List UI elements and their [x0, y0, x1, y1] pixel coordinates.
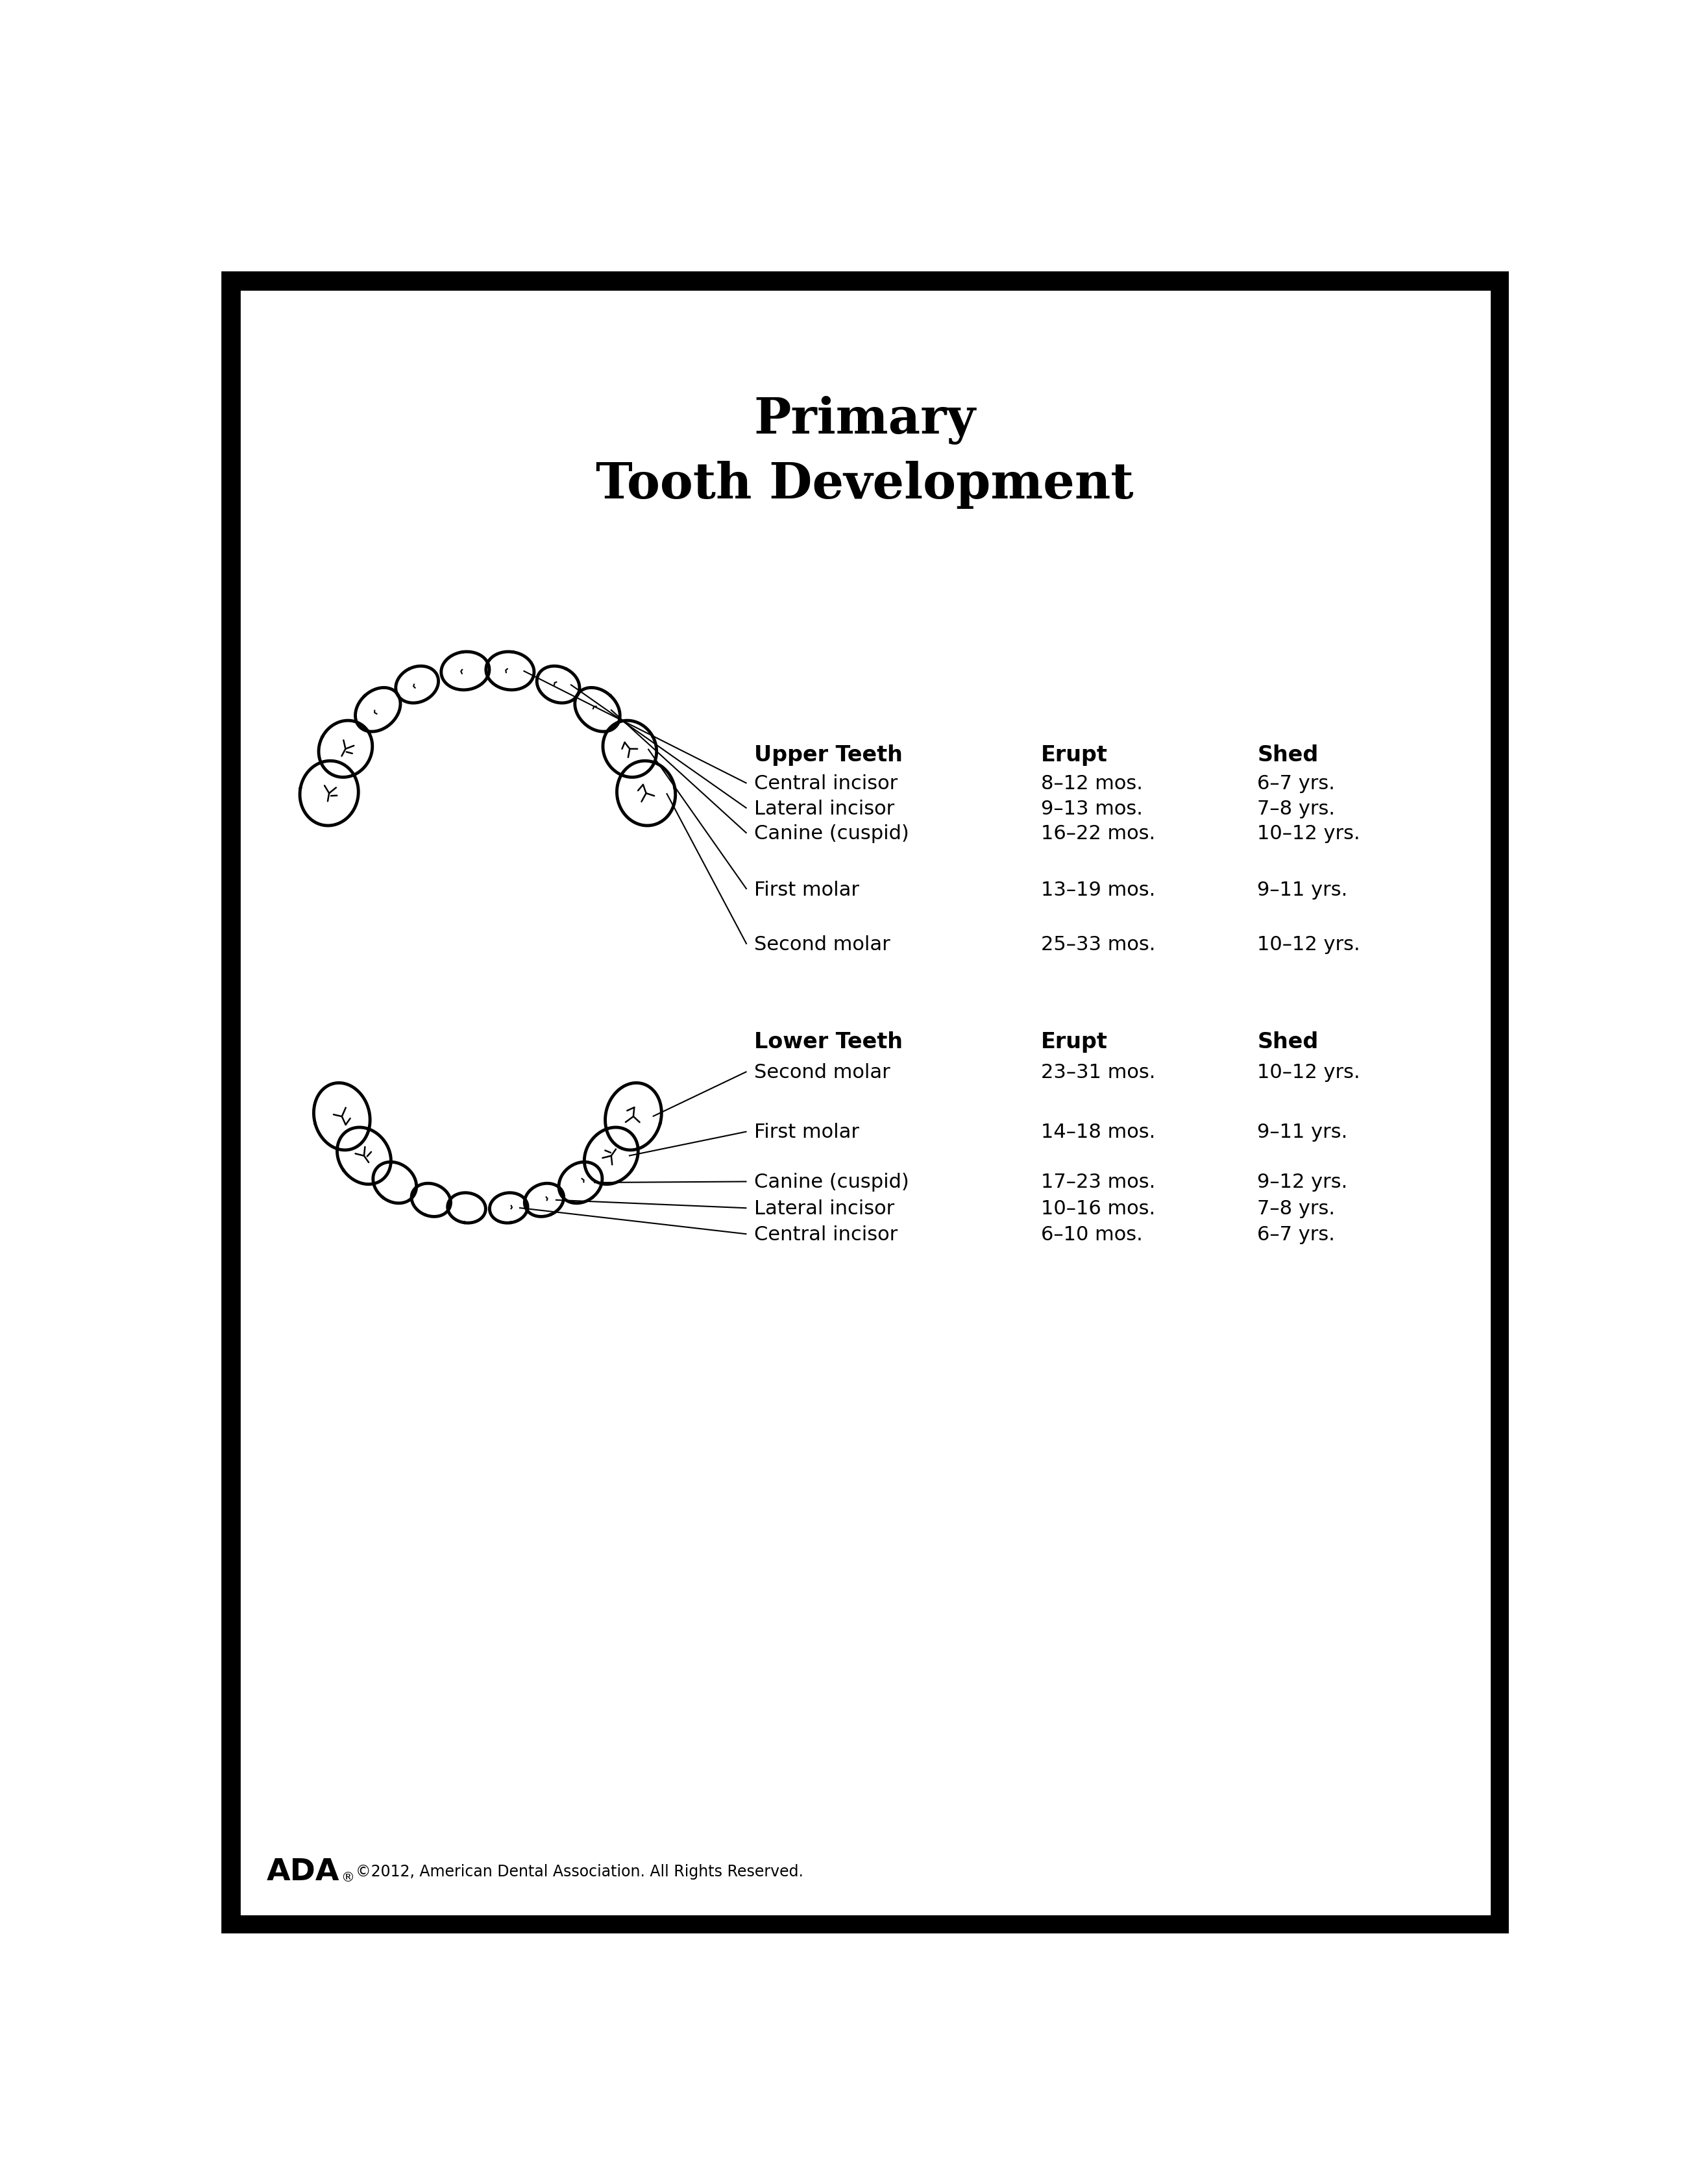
- Polygon shape: [354, 688, 400, 732]
- Polygon shape: [606, 1083, 662, 1151]
- Text: 9–11 yrs.: 9–11 yrs.: [1258, 880, 1347, 900]
- Polygon shape: [373, 1162, 417, 1203]
- Text: 16–22 mos.: 16–22 mos.: [1041, 823, 1155, 843]
- Text: First molar: First molar: [755, 880, 859, 900]
- Text: Primary: Primary: [755, 395, 976, 443]
- Text: Lateral incisor: Lateral incisor: [755, 799, 895, 819]
- Text: Shed: Shed: [1258, 745, 1318, 764]
- Text: Canine (cuspid): Canine (cuspid): [755, 823, 910, 843]
- Text: 7–8 yrs.: 7–8 yrs.: [1258, 799, 1335, 819]
- Text: ADA: ADA: [267, 1856, 339, 1887]
- Polygon shape: [603, 721, 657, 778]
- Text: Upper Teeth: Upper Teeth: [755, 745, 903, 764]
- Polygon shape: [319, 721, 373, 778]
- Text: Canine (cuspid): Canine (cuspid): [755, 1173, 910, 1190]
- Polygon shape: [314, 1083, 370, 1151]
- Text: First molar: First molar: [755, 1123, 859, 1142]
- Text: 25–33 mos.: 25–33 mos.: [1041, 935, 1155, 954]
- Text: Second molar: Second molar: [755, 935, 890, 954]
- Polygon shape: [338, 1127, 392, 1184]
- Polygon shape: [537, 666, 579, 703]
- Text: Shed: Shed: [1258, 1031, 1318, 1053]
- Polygon shape: [559, 1162, 603, 1203]
- Text: 6–7 yrs.: 6–7 yrs.: [1258, 1225, 1335, 1243]
- Text: 10–12 yrs.: 10–12 yrs.: [1258, 823, 1361, 843]
- Text: Lower Teeth: Lower Teeth: [755, 1031, 903, 1053]
- Polygon shape: [490, 1192, 528, 1223]
- Text: 23–31 mos.: 23–31 mos.: [1041, 1064, 1155, 1081]
- Text: 14–18 mos.: 14–18 mos.: [1041, 1123, 1155, 1142]
- Polygon shape: [412, 1184, 451, 1216]
- Text: 10–12 yrs.: 10–12 yrs.: [1258, 1064, 1361, 1081]
- Text: 7–8 yrs.: 7–8 yrs.: [1258, 1199, 1335, 1219]
- Polygon shape: [584, 1127, 638, 1184]
- Text: Erupt: Erupt: [1041, 1031, 1107, 1053]
- Text: 17–23 mos.: 17–23 mos.: [1041, 1173, 1155, 1190]
- Text: 9–12 yrs.: 9–12 yrs.: [1258, 1173, 1347, 1190]
- Polygon shape: [441, 653, 490, 690]
- Text: 6–7 yrs.: 6–7 yrs.: [1258, 775, 1335, 793]
- Text: 8–12 mos.: 8–12 mos.: [1041, 775, 1143, 793]
- Polygon shape: [300, 762, 358, 826]
- Polygon shape: [486, 653, 533, 690]
- Polygon shape: [576, 688, 619, 732]
- Polygon shape: [395, 666, 439, 703]
- Text: Central incisor: Central incisor: [755, 775, 898, 793]
- Text: Tooth Development: Tooth Development: [596, 461, 1134, 509]
- Text: Erupt: Erupt: [1041, 745, 1107, 764]
- Polygon shape: [616, 762, 675, 826]
- Text: ©2012, American Dental Association. All Rights Reserved.: ©2012, American Dental Association. All …: [356, 1863, 803, 1878]
- Text: 9–11 yrs.: 9–11 yrs.: [1258, 1123, 1347, 1142]
- Text: 6–10 mos.: 6–10 mos.: [1041, 1225, 1143, 1243]
- Text: Second molar: Second molar: [755, 1064, 890, 1081]
- Text: ®: ®: [341, 1872, 354, 1885]
- Text: 10–12 yrs.: 10–12 yrs.: [1258, 935, 1361, 954]
- Text: 10–16 mos.: 10–16 mos.: [1041, 1199, 1155, 1219]
- Text: 9–13 mos.: 9–13 mos.: [1041, 799, 1143, 819]
- Text: 13–19 mos.: 13–19 mos.: [1041, 880, 1155, 900]
- Text: Central incisor: Central incisor: [755, 1225, 898, 1243]
- Text: Lateral incisor: Lateral incisor: [755, 1199, 895, 1219]
- Polygon shape: [525, 1184, 564, 1216]
- Polygon shape: [447, 1192, 486, 1223]
